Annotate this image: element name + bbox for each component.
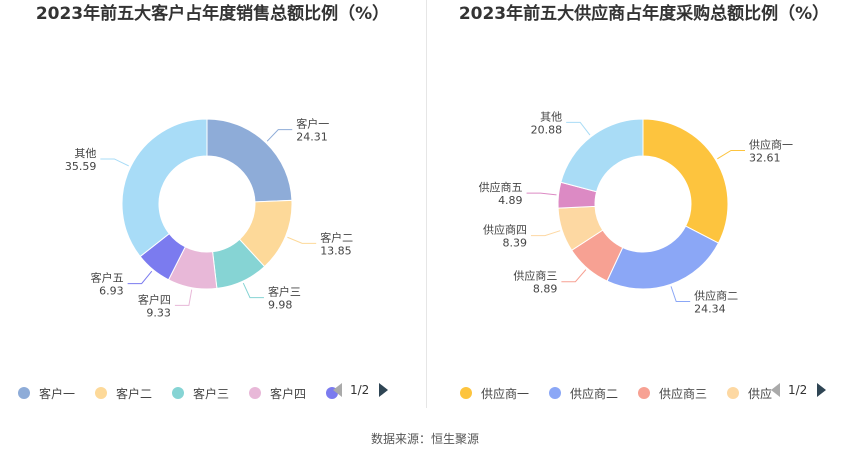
- label-leader-line: [526, 192, 557, 196]
- slice-category-label: 供应商二: [694, 289, 738, 303]
- legend-swatch: [460, 387, 472, 399]
- slice-value-label: 8.39: [502, 237, 527, 250]
- supplier-legend-pager: 1/2: [771, 383, 827, 397]
- slice-category-label: 客户三: [268, 285, 301, 299]
- legend-swatch: [727, 387, 740, 399]
- customer-legend: 客户一 客户二 客户三 客户四: [18, 383, 367, 403]
- slice-value-label: 35.59: [65, 160, 97, 173]
- legend-swatch: [18, 387, 30, 399]
- slice-category-label: 客户二: [320, 230, 353, 244]
- label-leader-line: [561, 269, 587, 283]
- label-leader-line: [530, 230, 561, 237]
- legend-item[interactable]: 客户四: [249, 385, 306, 402]
- label-leader-line: [242, 282, 264, 299]
- legend-item[interactable]: 客户二: [95, 385, 152, 402]
- legend-swatch: [638, 387, 651, 399]
- slice-category-label: 客户四: [138, 292, 171, 306]
- legend-item[interactable]: 供应商三: [638, 385, 707, 402]
- slice-value-label: 13.85: [320, 244, 352, 257]
- slice-category-label: 其他: [74, 147, 96, 160]
- slice-category-label: 供应商一: [749, 137, 793, 151]
- customer-chart-title: 2023年前五大客户占年度销售总额比例（%）: [35, 4, 390, 24]
- supplier-legend: 供应商一 供应商二 供应商三 供应: [460, 383, 792, 403]
- slice-value-label: 8.89: [533, 283, 558, 296]
- customer-legend-pager: 1/2: [333, 383, 389, 397]
- donut-slice-1[interactable]: [642, 118, 729, 244]
- label-leader-line: [287, 236, 317, 244]
- slice-category-label: 客户五: [91, 271, 124, 285]
- legend-item[interactable]: 供应: [727, 385, 772, 402]
- legend-label: 客户四: [270, 386, 307, 401]
- label-leader-line: [717, 149, 746, 160]
- label-leader-line: [266, 129, 293, 142]
- slice-category-label: 供应商三: [513, 269, 557, 283]
- legend-swatch: [95, 387, 108, 399]
- data-source-footer: 数据来源：恒生聚源: [370, 432, 479, 446]
- slice-category-label: 客户一: [296, 117, 329, 131]
- legend-page-indicator: 1/2: [350, 383, 370, 397]
- legend-label: 供应商二: [570, 386, 619, 401]
- legend-item[interactable]: 供应商二: [549, 385, 618, 402]
- slice-value-label: 24.34: [694, 303, 726, 316]
- slice-value-label: 20.88: [531, 123, 563, 136]
- slice-value-label: 32.61: [749, 151, 781, 164]
- label-leader-line: [670, 286, 691, 303]
- legend-prev-icon[interactable]: [771, 383, 780, 397]
- slice-category-label: 其他: [540, 110, 562, 123]
- legend-label: 客户一: [39, 386, 76, 401]
- legend-item[interactable]: 供应商一: [460, 385, 529, 402]
- legend-prev-icon[interactable]: [333, 383, 342, 397]
- donut-slice-1[interactable]: [206, 118, 293, 203]
- slice-value-label: 4.89: [498, 194, 523, 207]
- legend-label: 客户三: [193, 386, 230, 401]
- donut-slice-2[interactable]: [606, 225, 720, 290]
- supplier-chart-panel: 2023年前五大供应商占年度采购总额比例（%） 供应商一 32.61 供应商二 24.…: [428, 0, 850, 420]
- legend-label: 客户二: [116, 386, 153, 401]
- legend-swatch: [249, 387, 262, 399]
- slice-category-label: 供应商四: [483, 223, 527, 237]
- label-leader-line: [174, 289, 193, 306]
- legend-item[interactable]: 客户一: [18, 385, 75, 402]
- legend-swatch: [549, 387, 562, 399]
- legend-label: 供应: [748, 386, 773, 401]
- legend-label: 供应商三: [659, 386, 708, 401]
- legend-next-icon[interactable]: [379, 383, 389, 397]
- legend-next-icon[interactable]: [817, 383, 827, 397]
- customer-chart-panel: 2023年前五大客户占年度销售总额比例（%） 客户一 24.31 客户二 13.85 客…: [0, 0, 425, 420]
- slice-value-label: 6.93: [99, 285, 124, 298]
- legend-item[interactable]: 客户三: [172, 385, 229, 402]
- slice-category-label: 供应商五: [479, 180, 523, 194]
- legend-swatch: [172, 387, 185, 399]
- slice-value-label: 9.98: [268, 299, 293, 312]
- legend-label: 供应商一: [481, 386, 530, 401]
- supplier-chart-title: 2023年前五大供应商占年度采购总额比例（%）: [458, 4, 830, 24]
- donut-slice-6[interactable]: [560, 118, 644, 193]
- label-leader-line: [100, 158, 129, 167]
- label-leader-line: [127, 270, 153, 285]
- legend-page-indicator: 1/2: [788, 383, 808, 397]
- donut-slice-6[interactable]: [121, 118, 208, 258]
- slice-value-label: 24.31: [296, 131, 328, 144]
- slice-value-label: 9.33: [146, 306, 171, 319]
- label-leader-line: [566, 121, 591, 136]
- panel-divider: [426, 0, 427, 408]
